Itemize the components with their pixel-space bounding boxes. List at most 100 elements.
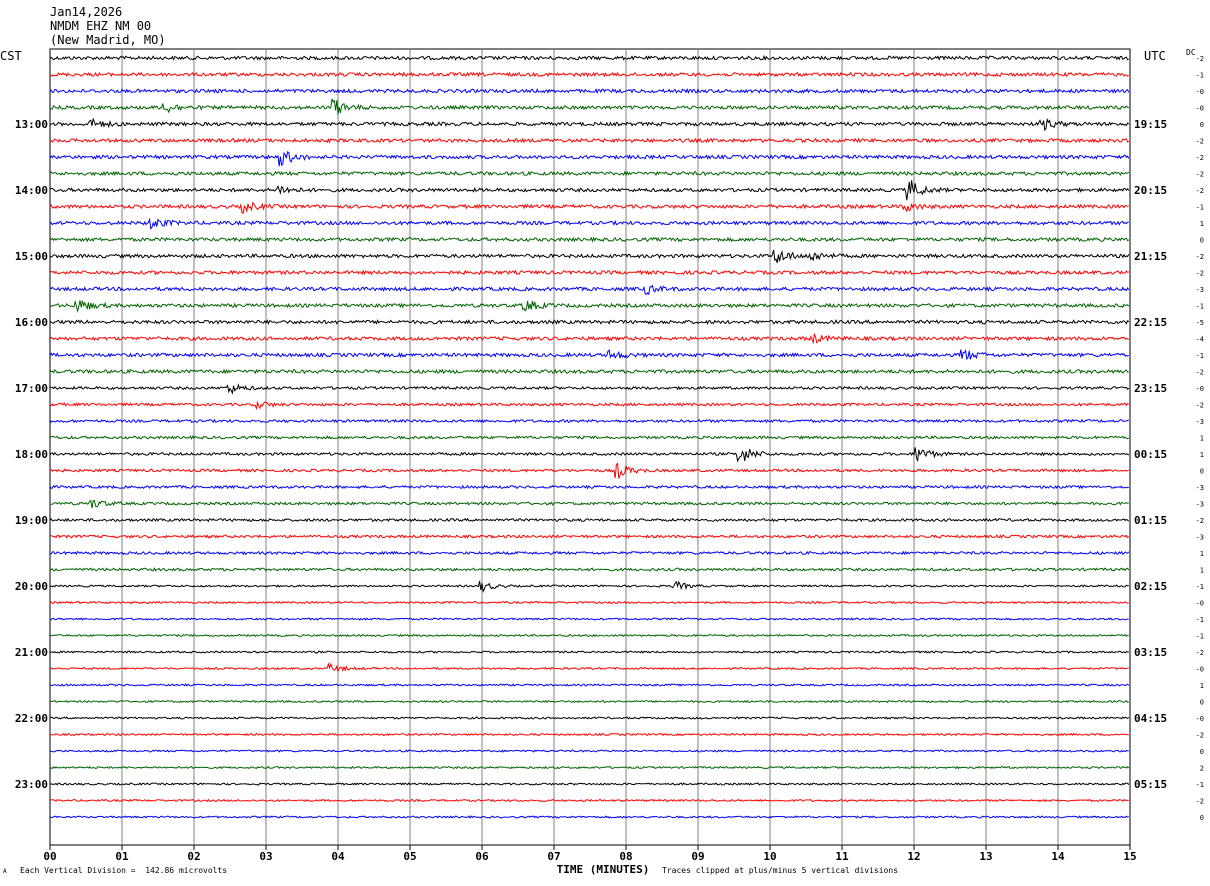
seismic-trace-line xyxy=(49,180,1130,201)
seismic-trace-line xyxy=(49,633,1129,638)
dc-offset-value: -3 xyxy=(1196,418,1204,426)
seismic-trace-line xyxy=(49,151,1130,167)
dc-offset-value: -2 xyxy=(1196,187,1204,195)
dc-offset-value: 1 xyxy=(1200,550,1204,558)
x-tick-label: 13 xyxy=(979,850,992,863)
seismic-trace-line xyxy=(49,201,1129,214)
dc-offset-value: -2 xyxy=(1196,55,1204,63)
seismic-trace-line xyxy=(49,217,1129,230)
left-timezone-label: CST xyxy=(0,49,22,63)
x-tick-label: 07 xyxy=(547,850,560,863)
seismic-trace-line xyxy=(49,87,1130,95)
x-tick-label: 11 xyxy=(835,850,849,863)
dc-offset-value: -0 xyxy=(1196,105,1204,113)
x-tick-label: 00 xyxy=(43,850,56,863)
left-hour-label: 16:00 xyxy=(15,316,48,329)
station-location: (New Madrid, MO) xyxy=(50,33,166,47)
right-hour-label: 19:15 xyxy=(1134,118,1167,131)
dc-offset-value: 2 xyxy=(1200,765,1204,773)
seismic-trace-line xyxy=(49,749,1129,753)
dc-offset-value: -3 xyxy=(1196,484,1204,492)
dc-offset-value: -1 xyxy=(1196,204,1204,212)
x-tick-label: 09 xyxy=(691,850,704,863)
dc-offset-value: -2 xyxy=(1196,798,1204,806)
dc-offset-value: -1 xyxy=(1196,633,1204,641)
dc-offset-value: -1 xyxy=(1196,352,1204,360)
x-tick-label: 08 xyxy=(619,850,632,863)
seismic-trace-line xyxy=(49,650,1129,654)
seismic-trace-line xyxy=(49,98,1129,115)
right-hour-label: 04:15 xyxy=(1134,712,1167,725)
x-tick-label: 14 xyxy=(1051,850,1065,863)
dc-offset-value: -0 xyxy=(1196,666,1204,674)
dc-offset-value: -2 xyxy=(1196,154,1204,162)
dc-offset-value: 0 xyxy=(1200,814,1204,822)
seismic-trace-line xyxy=(49,249,1130,264)
seismic-trace-line xyxy=(49,368,1129,375)
seismic-trace-line xyxy=(49,462,1129,479)
x-tick-label: 03 xyxy=(259,850,272,863)
seismic-trace-line xyxy=(49,284,1130,296)
seismic-trace-line xyxy=(49,782,1130,786)
dc-offset-value: 1 xyxy=(1200,682,1204,690)
seismic-trace-line xyxy=(49,765,1130,770)
dc-offset-value: -2 xyxy=(1196,732,1204,740)
plot-frame xyxy=(49,48,1131,846)
right-hour-label: 23:15 xyxy=(1134,382,1167,395)
seismic-trace-line xyxy=(49,269,1129,276)
seismic-trace-line xyxy=(49,499,1129,509)
dc-offset-value: -1 xyxy=(1196,616,1204,624)
clip-note: Traces clipped at plus/minus 5 vertical … xyxy=(662,866,899,875)
right-hour-label: 03:15 xyxy=(1134,646,1167,659)
dc-offset-value: 1 xyxy=(1200,220,1204,228)
dc-offset-value: -1 xyxy=(1196,583,1204,591)
left-hour-label: 21:00 xyxy=(15,646,48,659)
right-timezone-label: UTC xyxy=(1144,49,1166,63)
dc-offset-value: -2 xyxy=(1196,138,1204,146)
left-hour-label: 15:00 xyxy=(15,250,48,263)
x-axis-label: TIME (MINUTES) xyxy=(557,863,650,876)
right-hour-label: 22:15 xyxy=(1134,316,1167,329)
seismic-trace-line xyxy=(49,418,1130,424)
seismic-trace-line xyxy=(49,54,1130,61)
dc-offset-value: 0 xyxy=(1200,468,1204,476)
scale-note: Each Vertical Division = 142.86 microvol… xyxy=(20,866,228,875)
seismic-trace-line xyxy=(49,117,1130,132)
dc-offset-value: 0 xyxy=(1200,699,1204,707)
seismic-trace-line xyxy=(49,798,1129,803)
dc-offset-value: 1 xyxy=(1200,451,1204,459)
seismic-trace-line xyxy=(49,484,1129,490)
dc-offset-value: -2 xyxy=(1196,171,1204,179)
seismic-trace-line xyxy=(49,319,1130,325)
corner-mark: A xyxy=(3,868,7,875)
seismic-trace-line xyxy=(49,600,1129,605)
right-hour-label: 02:15 xyxy=(1134,580,1167,593)
x-tick-label: 01 xyxy=(115,850,129,863)
x-tick-label: 05 xyxy=(403,850,416,863)
left-hour-label: 23:00 xyxy=(15,778,48,791)
seismic-trace-line xyxy=(49,400,1130,411)
left-hour-label: 17:00 xyxy=(15,382,48,395)
x-tick-label: 04 xyxy=(331,850,345,863)
dc-offset-value: -2 xyxy=(1196,402,1204,410)
x-tick-label: 10 xyxy=(763,850,776,863)
seismic-trace-line xyxy=(49,699,1129,704)
seismic-trace-line xyxy=(49,550,1130,556)
dc-offset-value: 1 xyxy=(1200,567,1204,575)
seismic-trace-line xyxy=(50,534,1130,539)
dc-offset-value: 0 xyxy=(1200,748,1204,756)
dc-offset-value: 0 xyxy=(1200,237,1204,245)
dc-offset-value: -4 xyxy=(1196,336,1204,344)
x-tick-label: 15 xyxy=(1123,850,1136,863)
dc-offset-header: DC xyxy=(1186,48,1196,57)
seismic-trace-line xyxy=(49,716,1130,720)
left-hour-label: 13:00 xyxy=(15,118,48,131)
seismic-trace-line xyxy=(49,137,1130,144)
left-hour-label: 20:00 xyxy=(15,580,48,593)
left-hour-label: 22:00 xyxy=(15,712,48,725)
x-tick-label: 02 xyxy=(187,850,200,863)
right-hour-label: 01:15 xyxy=(1134,514,1167,527)
seismic-trace-line xyxy=(49,300,1130,313)
seismic-trace-line xyxy=(49,333,1129,345)
